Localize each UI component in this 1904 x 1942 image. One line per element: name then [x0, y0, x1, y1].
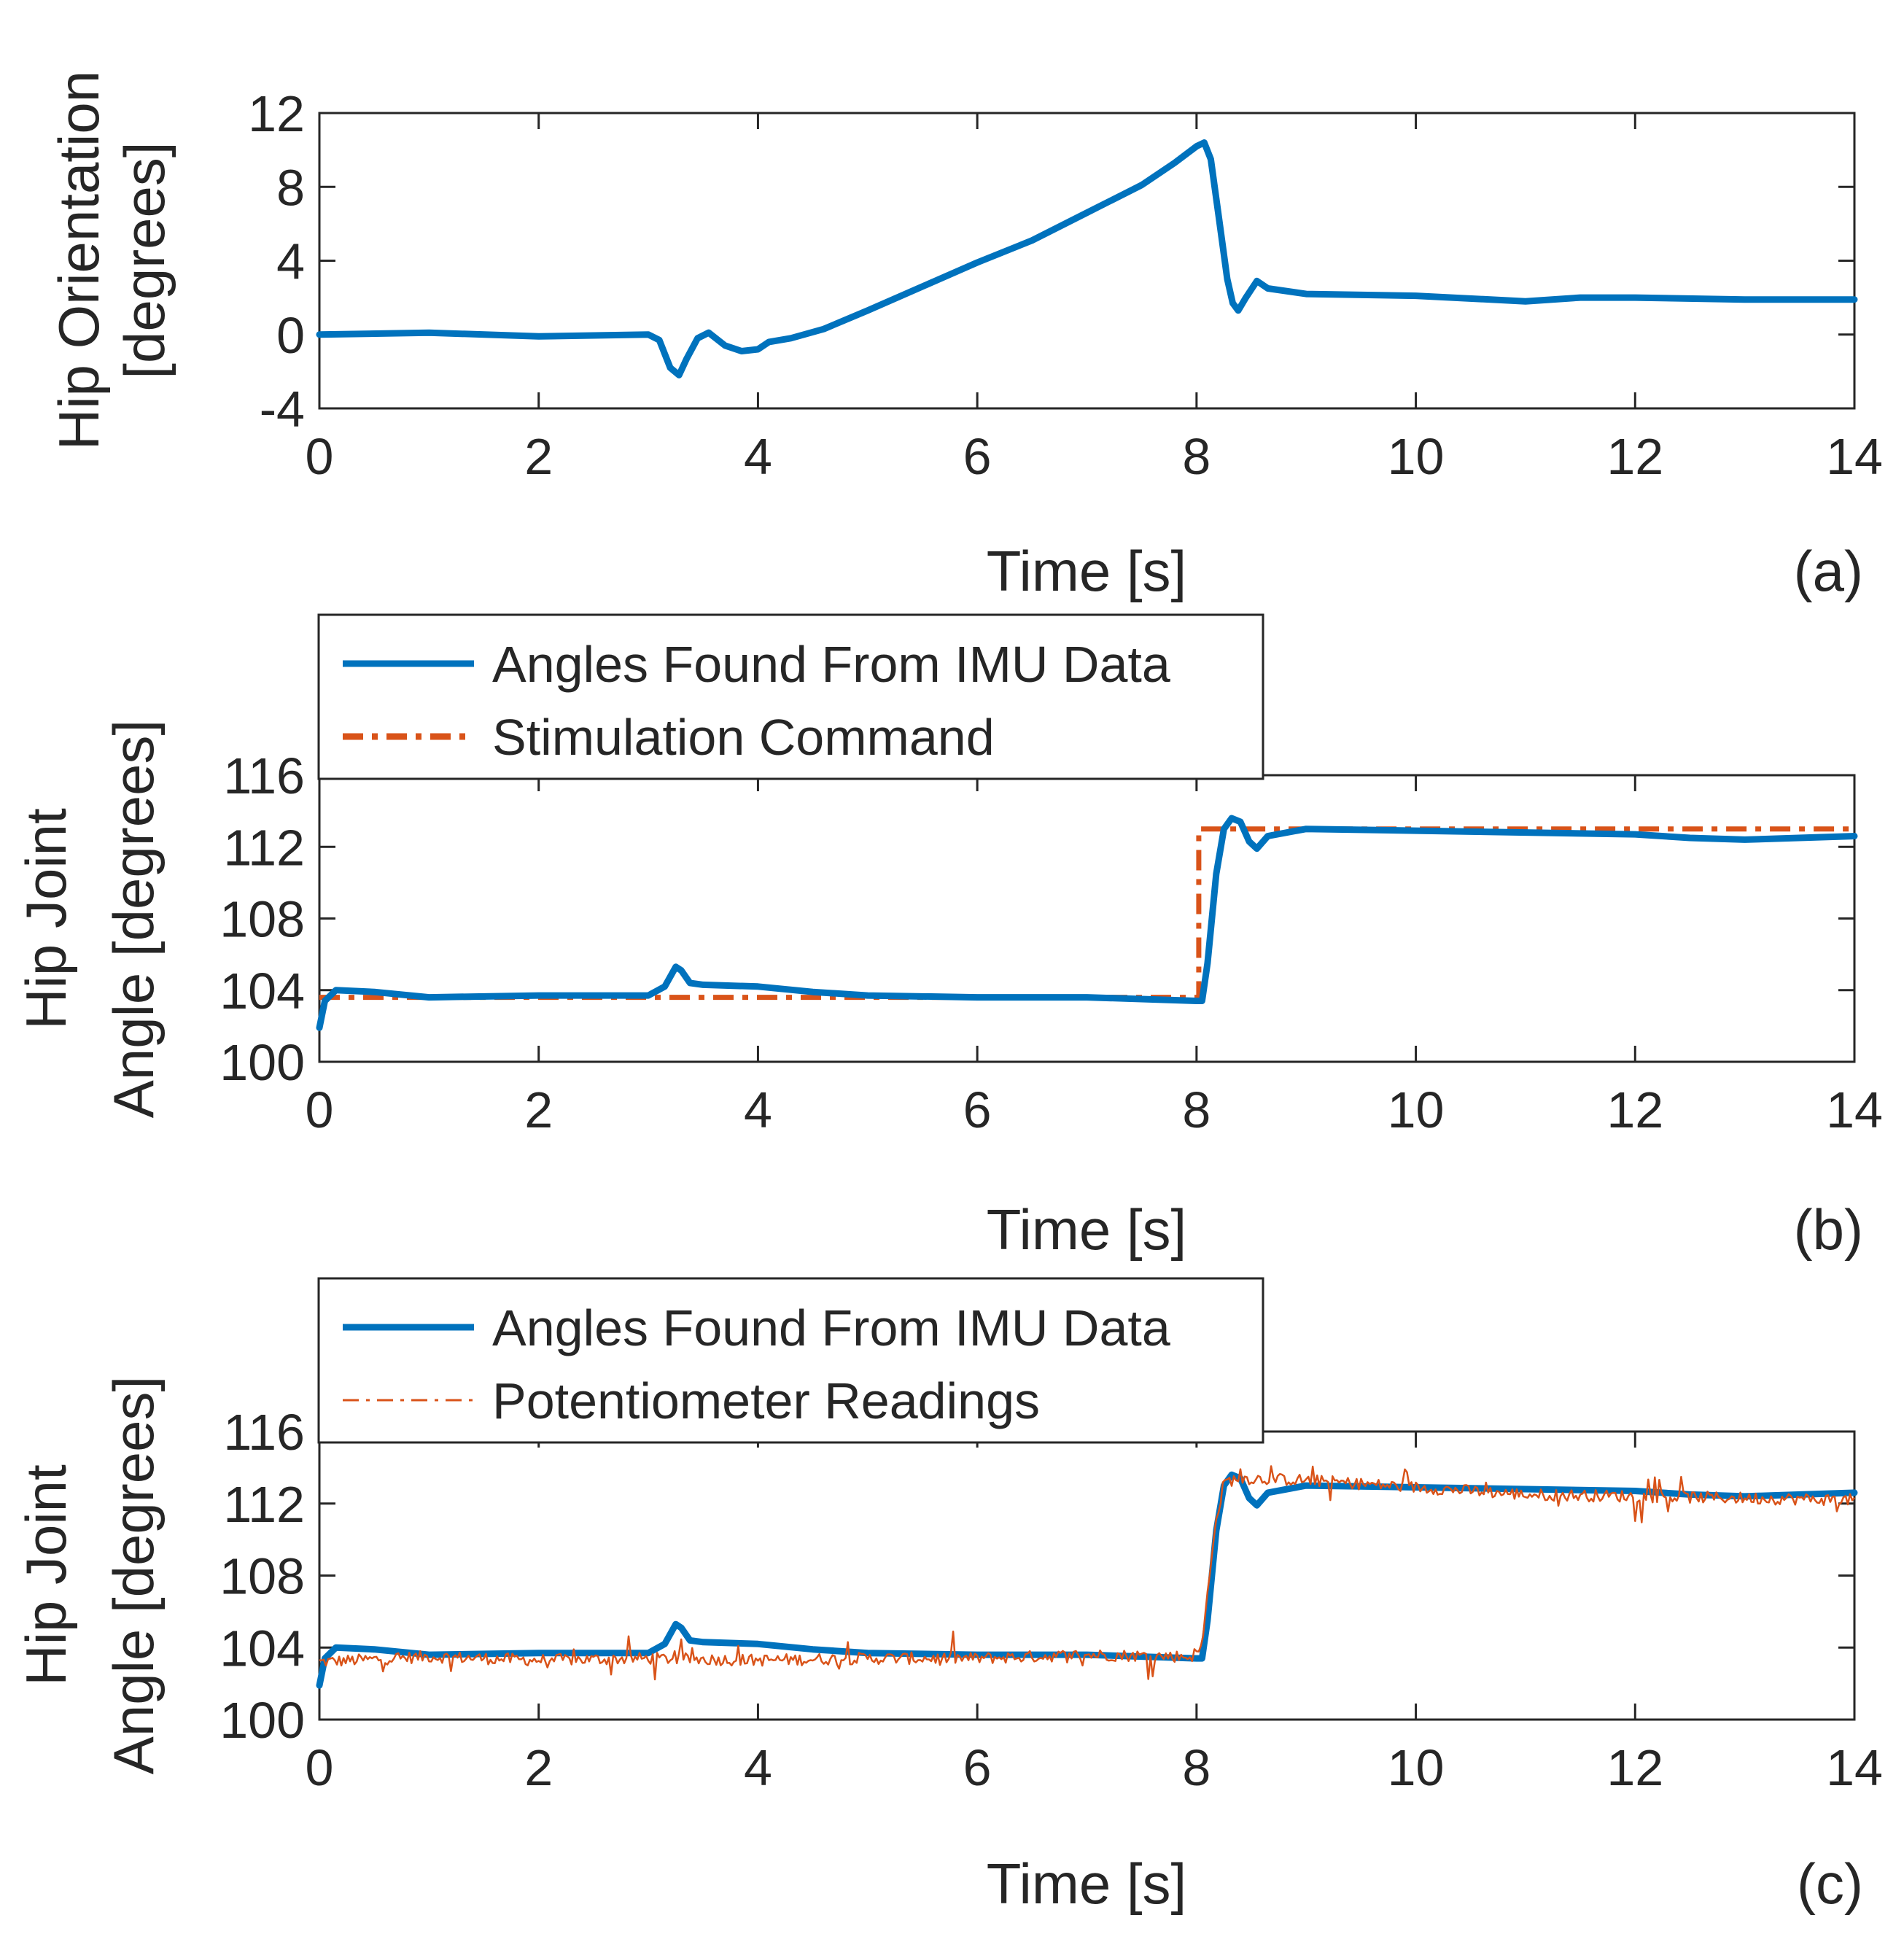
y-tick-label-c: 116 — [223, 1404, 305, 1461]
y-tick-label-b: 100 — [219, 1034, 305, 1091]
legend-entry-b-stim: Stimulation Command — [492, 709, 995, 766]
x-tick-label-b: 6 — [963, 1081, 992, 1138]
y-tick-label-a: -4 — [260, 381, 305, 438]
y-tick-label-b: 108 — [219, 891, 305, 948]
x-tick-label-a: 8 — [1182, 428, 1211, 485]
y-axis-label-c-line1: Hip Joint — [14, 1464, 78, 1686]
series-angles-found-from-imu-data-c — [316, 1471, 1858, 1689]
x-tick-label-a: 2 — [524, 428, 553, 485]
y-axis-label-c-line2: Angle [degrees] — [101, 1376, 166, 1774]
ticks-b — [318, 774, 1856, 1063]
x-tick-label-a: 4 — [744, 428, 772, 485]
y-axis-label-a-line2: [degrees] — [112, 141, 176, 378]
y-axis-label-a-line1: Hip Orientation — [47, 71, 111, 450]
x-tick-label-c: 12 — [1606, 1739, 1663, 1796]
legend-entry-b-imu: Angles Found From IMU Data — [492, 636, 1170, 693]
legend-box-c — [317, 1277, 1264, 1444]
x-tick-label-b: 4 — [744, 1081, 772, 1138]
panel-label-b: (b) — [1794, 1197, 1863, 1262]
x-tick-label-b: 12 — [1606, 1081, 1663, 1138]
y-tick-label-c: 100 — [219, 1692, 305, 1749]
y-tick-label-a: 4 — [276, 233, 305, 290]
x-tick-label-c: 2 — [524, 1739, 553, 1796]
y-axis-label-b-line1: Hip Joint — [14, 808, 78, 1030]
axes-b — [318, 774, 1856, 1063]
y-tick-label-b: 116 — [223, 747, 305, 804]
tick-labels-b: 0 2 4 6 8 10 12 14 100 104 108 112 116 — [219, 747, 1883, 1138]
x-tick-label-b: 14 — [1826, 1081, 1883, 1138]
legend-box-b — [317, 613, 1264, 780]
series-angles-found-from-imu-data-b — [316, 815, 1858, 1031]
panel-label-c: (c) — [1797, 1852, 1863, 1916]
x-axis-label-a: Time [s] — [987, 539, 1186, 603]
x-tick-label-b: 8 — [1182, 1081, 1211, 1138]
x-tick-label-c: 10 — [1388, 1739, 1445, 1796]
ticks-c — [318, 1430, 1856, 1721]
x-tick-label-c: 0 — [306, 1739, 334, 1796]
x-tick-label-a: 0 — [306, 428, 334, 485]
x-tick-label-b: 0 — [306, 1081, 334, 1138]
axes-c — [318, 1430, 1856, 1721]
series-stimulation-command-b — [319, 826, 1854, 1001]
y-tick-label-c: 112 — [223, 1476, 305, 1533]
x-axis-label-c: Time [s] — [987, 1852, 1186, 1916]
y-tick-label-b: 104 — [219, 963, 305, 1019]
tick-labels-c: 0 2 4 6 8 10 12 14 100 104 108 112 116 — [219, 1404, 1883, 1796]
series-layer-a — [316, 139, 1858, 378]
x-axis-label-b: Time [s] — [987, 1197, 1186, 1262]
x-tick-label-c: 4 — [744, 1739, 772, 1796]
y-tick-label-b: 112 — [223, 819, 305, 876]
legend-c: Angles Found From IMU Data Potentiometer… — [317, 1277, 1264, 1444]
x-tick-label-b: 2 — [524, 1081, 553, 1138]
x-tick-label-c: 14 — [1826, 1739, 1883, 1796]
y-axis-label-b-line2: Angle [degrees] — [101, 720, 166, 1118]
x-tick-label-c: 8 — [1182, 1739, 1211, 1796]
series-hip-orientation-a — [316, 139, 1858, 378]
series-potentiometer-readings-c — [319, 1465, 1855, 1681]
legend-b: Angles Found From IMU Data Stimulation C… — [317, 613, 1264, 780]
y-tick-label-c: 108 — [219, 1548, 305, 1605]
panel-b: 0 2 4 6 8 10 12 14 100 104 108 112 116 Angles Found … — [14, 613, 1883, 1262]
x-tick-label-a: 10 — [1388, 428, 1445, 485]
x-tick-label-c: 6 — [963, 1739, 992, 1796]
y-tick-label-c: 104 — [219, 1620, 305, 1677]
y-tick-label-a: 8 — [276, 159, 305, 216]
panel-label-a: (a) — [1794, 539, 1863, 603]
x-tick-label-a: 6 — [963, 428, 992, 485]
y-tick-label-a: 12 — [248, 85, 305, 142]
ticks-a — [318, 112, 1856, 410]
x-tick-label-a: 12 — [1606, 428, 1663, 485]
y-tick-label-a: 0 — [276, 307, 305, 364]
axes-a — [318, 112, 1856, 410]
series-layer-b — [316, 815, 1858, 1031]
x-tick-label-b: 10 — [1388, 1081, 1445, 1138]
x-tick-label-a: 14 — [1826, 428, 1883, 485]
series-layer-c — [316, 1465, 1858, 1689]
legend-entry-c-imu: Angles Found From IMU Data — [492, 1300, 1170, 1356]
panel-c: 0 2 4 6 8 10 12 14 100 104 108 112 116 Angles Found … — [14, 1277, 1883, 1916]
legend-entry-c-pot: Potentiometer Readings — [492, 1372, 1040, 1429]
